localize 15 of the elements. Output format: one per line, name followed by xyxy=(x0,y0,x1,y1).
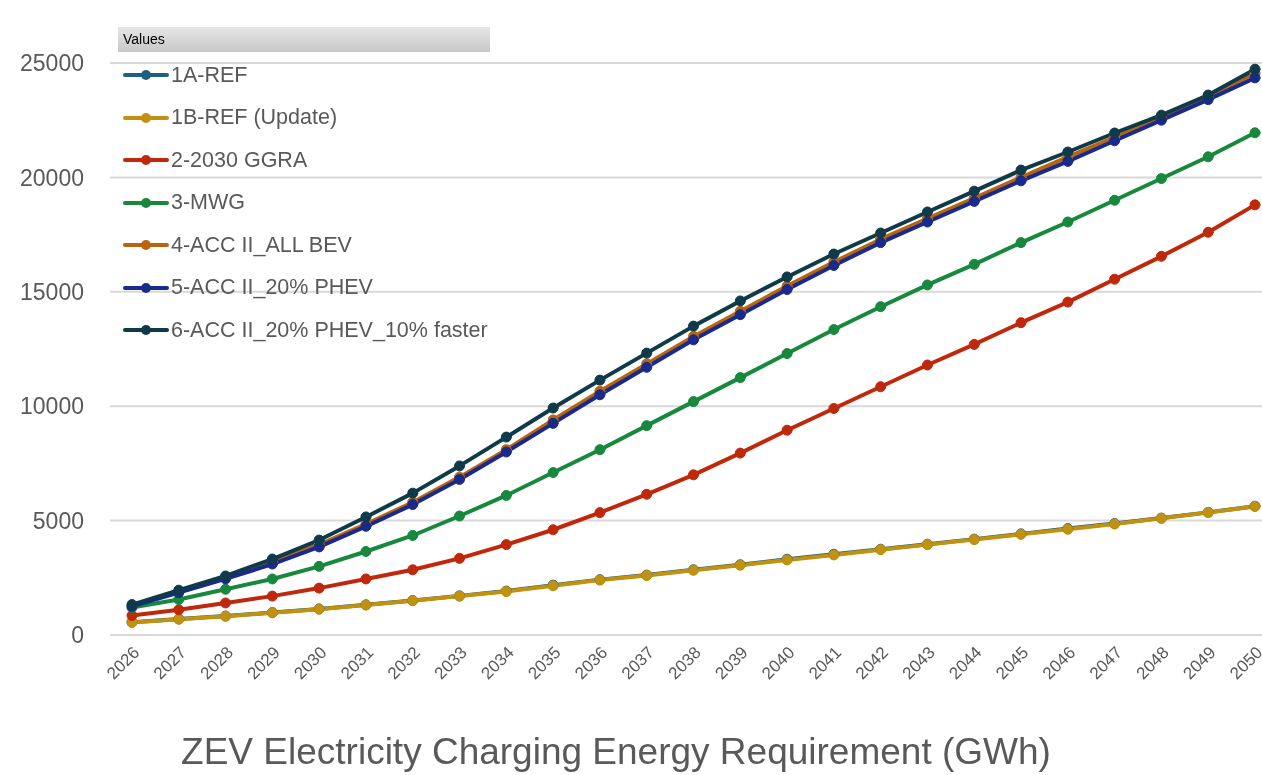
y-tick-label: 10000 xyxy=(20,393,84,420)
y-tick-label: 20000 xyxy=(20,164,84,191)
legend-label: 4-ACC II_ALL BEV xyxy=(171,232,352,258)
y-tick-label: 15000 xyxy=(20,278,84,305)
legend-title: Values xyxy=(118,27,490,52)
legend-label: 3-MWG xyxy=(171,190,246,216)
legend-label: 2-2030 GGRA xyxy=(171,147,308,173)
legend-label: 1A-REF xyxy=(171,62,248,88)
text: ZEV Electricity Charging Energy Requirement (GWh) xyxy=(180,731,1052,773)
y-tick-label: 0 xyxy=(71,622,84,649)
legend-label: 6-ACC II_20% PHEV_10% faster xyxy=(171,317,488,343)
y-tick-label: 5000 xyxy=(32,507,84,534)
y-tick-label: 25000 xyxy=(20,50,84,77)
legend-label: 1B-REF (Update) xyxy=(171,105,338,131)
legend-label: 5-ACC II_20% PHEV xyxy=(171,275,373,301)
